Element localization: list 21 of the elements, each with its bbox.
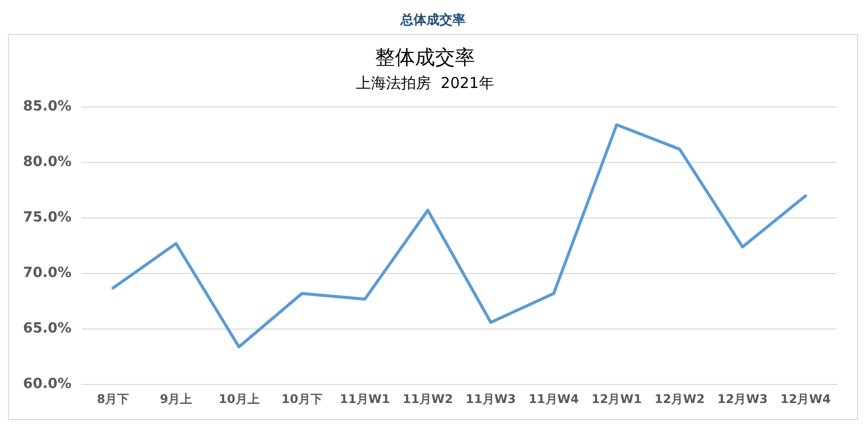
x-tick-label: 11月W4 (528, 392, 579, 406)
y-tick-label: 70.0% (22, 265, 72, 282)
x-tick-label: 12月W4 (780, 392, 831, 406)
x-tick-label: 10月上 (218, 392, 260, 406)
x-tick-label: 12月W2 (654, 392, 705, 406)
x-tick-label: 12月W1 (592, 392, 642, 406)
y-tick-label: 80.0% (22, 154, 72, 170)
y-tick-label: 65.0% (22, 320, 72, 337)
y-tick-label: 85.0% (22, 98, 72, 115)
x-tick-label: 10月下 (282, 392, 322, 406)
y-tick-label: 60.0% (22, 376, 72, 392)
x-tick-label: 11月W1 (340, 392, 390, 406)
y-tick-label: 75.0% (22, 210, 72, 226)
x-tick-label: 12月W3 (717, 392, 768, 406)
x-tick-label: 8月下 (96, 392, 130, 406)
x-tick-label: 11月W2 (402, 392, 453, 406)
chart-subtitle: 上海法拍房 2021年 (356, 74, 494, 92)
text: 总体成交率 (399, 12, 466, 30)
chart-title: 整体成交率 (375, 45, 475, 70)
x-tick-label: 9月上 (160, 392, 192, 406)
x-tick-label: 11月W3 (466, 392, 516, 406)
